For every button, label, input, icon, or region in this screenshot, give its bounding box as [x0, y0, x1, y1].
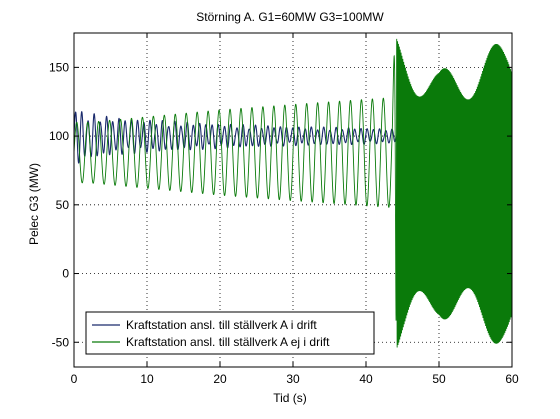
chart-title: Störning A. G1=60MW G3=100MW — [196, 10, 384, 24]
legend-label-1: Kraftstation ansl. till ställverk A i dr… — [126, 318, 317, 332]
series-group — [74, 38, 512, 348]
y-tick-label: 0 — [62, 267, 69, 281]
x-tick-label: 60 — [505, 372, 519, 386]
x-tick-label: 10 — [140, 372, 154, 386]
y-axis-label: Pelec G3 (MW) — [27, 163, 41, 245]
legend-box — [85, 311, 375, 355]
y-tick-label: 100 — [49, 129, 69, 143]
x-tick-label: 50 — [432, 372, 446, 386]
legend: Kraftstation ansl. till ställverk A i dr… — [85, 311, 375, 355]
series-line-2 — [74, 38, 512, 348]
x-tick-label: 20 — [213, 372, 227, 386]
legend-label-2: Kraftstation ansl. till ställverk A ej i… — [126, 335, 330, 349]
y-tick-label: 50 — [56, 198, 70, 212]
x-tick-label: 0 — [71, 372, 78, 386]
x-axis-label: Tid (s) — [273, 391, 307, 405]
x-tick-label: 40 — [359, 372, 373, 386]
plot-area: 0 10 20 30 40 50 60 -50 0 50 100 150 — [49, 32, 519, 386]
y-tick-label: -50 — [52, 335, 70, 349]
x-tick-label: 30 — [286, 372, 300, 386]
y-tick-label: 150 — [49, 60, 69, 74]
